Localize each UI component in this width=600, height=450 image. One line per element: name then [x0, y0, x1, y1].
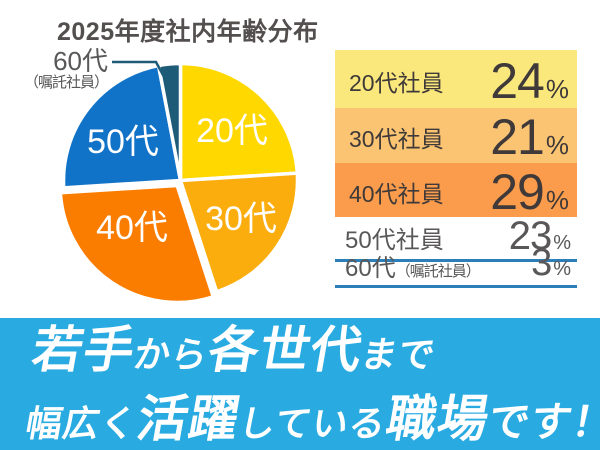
stat-value-group: 3% [531, 242, 571, 285]
pie-slice-50代 [61, 63, 183, 190]
chart-title: 2025年度社内年齢分布 [57, 18, 319, 46]
banner-word: まで [357, 334, 439, 375]
stat-row-20s: 20代社員 24% [335, 50, 577, 110]
banner-line2: 幅広く活躍している職場です！ [20, 391, 600, 450]
banner-word: から [130, 334, 212, 375]
banner-line1: 若手から各世代まで [26, 322, 600, 390]
stat-row-50s: 50代社員 23% [335, 214, 577, 262]
stat-row-60s: 60代（嘱託社員） 3% [335, 242, 577, 288]
stat-label-60s: 60代（嘱託社員） [345, 248, 481, 283]
banner: 若手から各世代まで 幅広く活躍している職場です！ [0, 318, 600, 450]
pie-slice-label: 40代 [96, 209, 168, 247]
stat-value-group: 21% [490, 108, 569, 166]
stat-row-40s: 40代社員 29% [335, 163, 577, 220]
banner-word: です！ [484, 399, 600, 445]
stat-label-40s: 40代社員 [349, 180, 444, 207]
stat-label-50s: 50代社員 [345, 227, 444, 254]
stat-value-40s: 29 [490, 163, 545, 220]
pie-slice-label: 50代 [87, 123, 159, 161]
stat-row-30s: 30代社員 21% [335, 108, 577, 166]
stat-label-20s: 20代社員 [349, 69, 444, 96]
callout-leader-line [112, 60, 172, 89]
callout-line2: （嘱託社員） [23, 74, 109, 91]
stat-unit-20s: % [545, 73, 569, 104]
stat-unit-50s: % [553, 232, 571, 254]
pie-slices: 20代 30代 40代 50代 [58, 61, 300, 305]
banner-word: 職場 [382, 391, 494, 447]
banner-word: 若手 [28, 322, 140, 378]
stat-value-group: 23% [509, 214, 571, 259]
callout-line1: 60代 [53, 46, 108, 76]
pie-slice-20代 [178, 61, 300, 183]
pie-chart: 20代 30代 40代 50代 [58, 60, 300, 305]
banner-word: 活躍 [133, 391, 246, 447]
stat-value-30s: 21 [490, 109, 545, 165]
stat-value-group: 29% [490, 163, 569, 221]
pie-slice-label: 30代 [205, 200, 277, 238]
stat-value-group: 24% [490, 52, 569, 110]
stat-value-60s: 3 [531, 242, 552, 284]
pie-slice-label: 20代 [196, 112, 268, 150]
stat-value-50s: 23 [508, 214, 552, 258]
stat-unit-40s: % [545, 184, 569, 215]
stats-panel: 20代社員 24% 30代社員 21% 40代社員 29% 50代社員 23% … [335, 50, 577, 288]
stat-unit-30s: % [545, 130, 569, 160]
pie-slice-30代 [178, 171, 300, 294]
banner-word: している [235, 403, 390, 444]
stat-value-20s: 24 [490, 52, 545, 109]
stat-label-60s-note: （嘱託社員） [395, 263, 481, 280]
stat-unit-60s: % [553, 258, 571, 280]
pie-slice-40代 [58, 183, 216, 305]
stat-label-60s-main: 60代 [345, 255, 396, 282]
banner-word: 幅広く [22, 403, 141, 444]
stat-label-30s: 30代社員 [349, 126, 444, 152]
banner-word: 各世代 [204, 322, 368, 378]
callout-label-60s: 60代 （嘱託社員） [2, 46, 109, 91]
